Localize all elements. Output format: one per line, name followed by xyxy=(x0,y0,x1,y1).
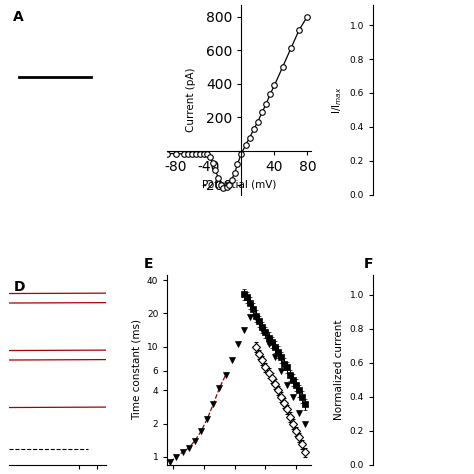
Y-axis label: Normalized current: Normalized current xyxy=(334,319,344,420)
Text: A: A xyxy=(13,10,24,25)
Text: E: E xyxy=(144,257,154,271)
Text: D: D xyxy=(13,280,25,294)
X-axis label: Potential (mV): Potential (mV) xyxy=(202,180,276,190)
Text: C: C xyxy=(364,0,374,1)
Text: B: B xyxy=(156,0,166,1)
Y-axis label: Time constant (ms): Time constant (ms) xyxy=(131,319,141,420)
Y-axis label: I/I$_{max}$: I/I$_{max}$ xyxy=(330,86,344,114)
Text: F: F xyxy=(364,257,373,271)
Y-axis label: Current (pA): Current (pA) xyxy=(186,67,196,132)
